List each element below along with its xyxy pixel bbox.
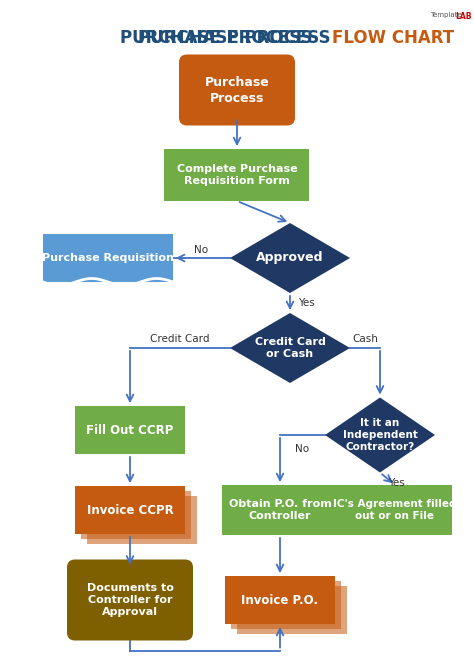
Text: IC's Agreement filled
out or on File: IC's Agreement filled out or on File: [333, 498, 457, 521]
Text: Yes: Yes: [298, 298, 315, 308]
FancyBboxPatch shape: [67, 559, 193, 641]
Text: No: No: [295, 444, 310, 454]
FancyBboxPatch shape: [87, 496, 197, 544]
Text: PURCHASE PROCESS: PURCHASE PROCESS: [120, 29, 312, 47]
Polygon shape: [230, 223, 350, 293]
Text: Template: Template: [430, 12, 462, 18]
FancyBboxPatch shape: [81, 491, 191, 539]
Polygon shape: [230, 313, 350, 383]
FancyBboxPatch shape: [337, 485, 453, 535]
Text: No: No: [194, 245, 209, 255]
Text: Credit Card: Credit Card: [150, 334, 210, 344]
FancyBboxPatch shape: [237, 586, 347, 634]
Text: Obtain P.O. from
Controller: Obtain P.O. from Controller: [228, 498, 331, 521]
FancyBboxPatch shape: [164, 149, 310, 201]
FancyBboxPatch shape: [43, 234, 173, 282]
Text: Fill Out CCRP: Fill Out CCRP: [86, 423, 173, 436]
FancyBboxPatch shape: [179, 54, 295, 125]
Text: Invoice CCPR: Invoice CCPR: [87, 503, 173, 517]
Text: Purchase Requisition: Purchase Requisition: [42, 253, 174, 263]
Text: Cash: Cash: [352, 334, 378, 344]
FancyBboxPatch shape: [75, 406, 185, 454]
Text: It it an
Independent
Contractor?: It it an Independent Contractor?: [343, 417, 418, 452]
Text: Documents to
Controller for
Approval: Documents to Controller for Approval: [87, 583, 173, 617]
Text: Approved: Approved: [256, 251, 324, 265]
FancyBboxPatch shape: [222, 485, 337, 535]
FancyBboxPatch shape: [231, 581, 341, 629]
FancyBboxPatch shape: [75, 486, 185, 534]
Text: LAB: LAB: [455, 12, 472, 21]
Polygon shape: [325, 397, 435, 472]
Text: Credit Card
or Cash: Credit Card or Cash: [255, 337, 326, 359]
FancyBboxPatch shape: [225, 576, 335, 624]
Text: Yes: Yes: [388, 478, 405, 488]
Text: Complete Purchase
Requisition Form: Complete Purchase Requisition Form: [177, 163, 297, 186]
Text: PURCHASE PROCESS: PURCHASE PROCESS: [138, 29, 336, 47]
Text: FLOW CHART: FLOW CHART: [332, 29, 454, 47]
Text: Purchase
Process: Purchase Process: [205, 76, 269, 105]
Text: Invoice P.O.: Invoice P.O.: [241, 594, 319, 606]
